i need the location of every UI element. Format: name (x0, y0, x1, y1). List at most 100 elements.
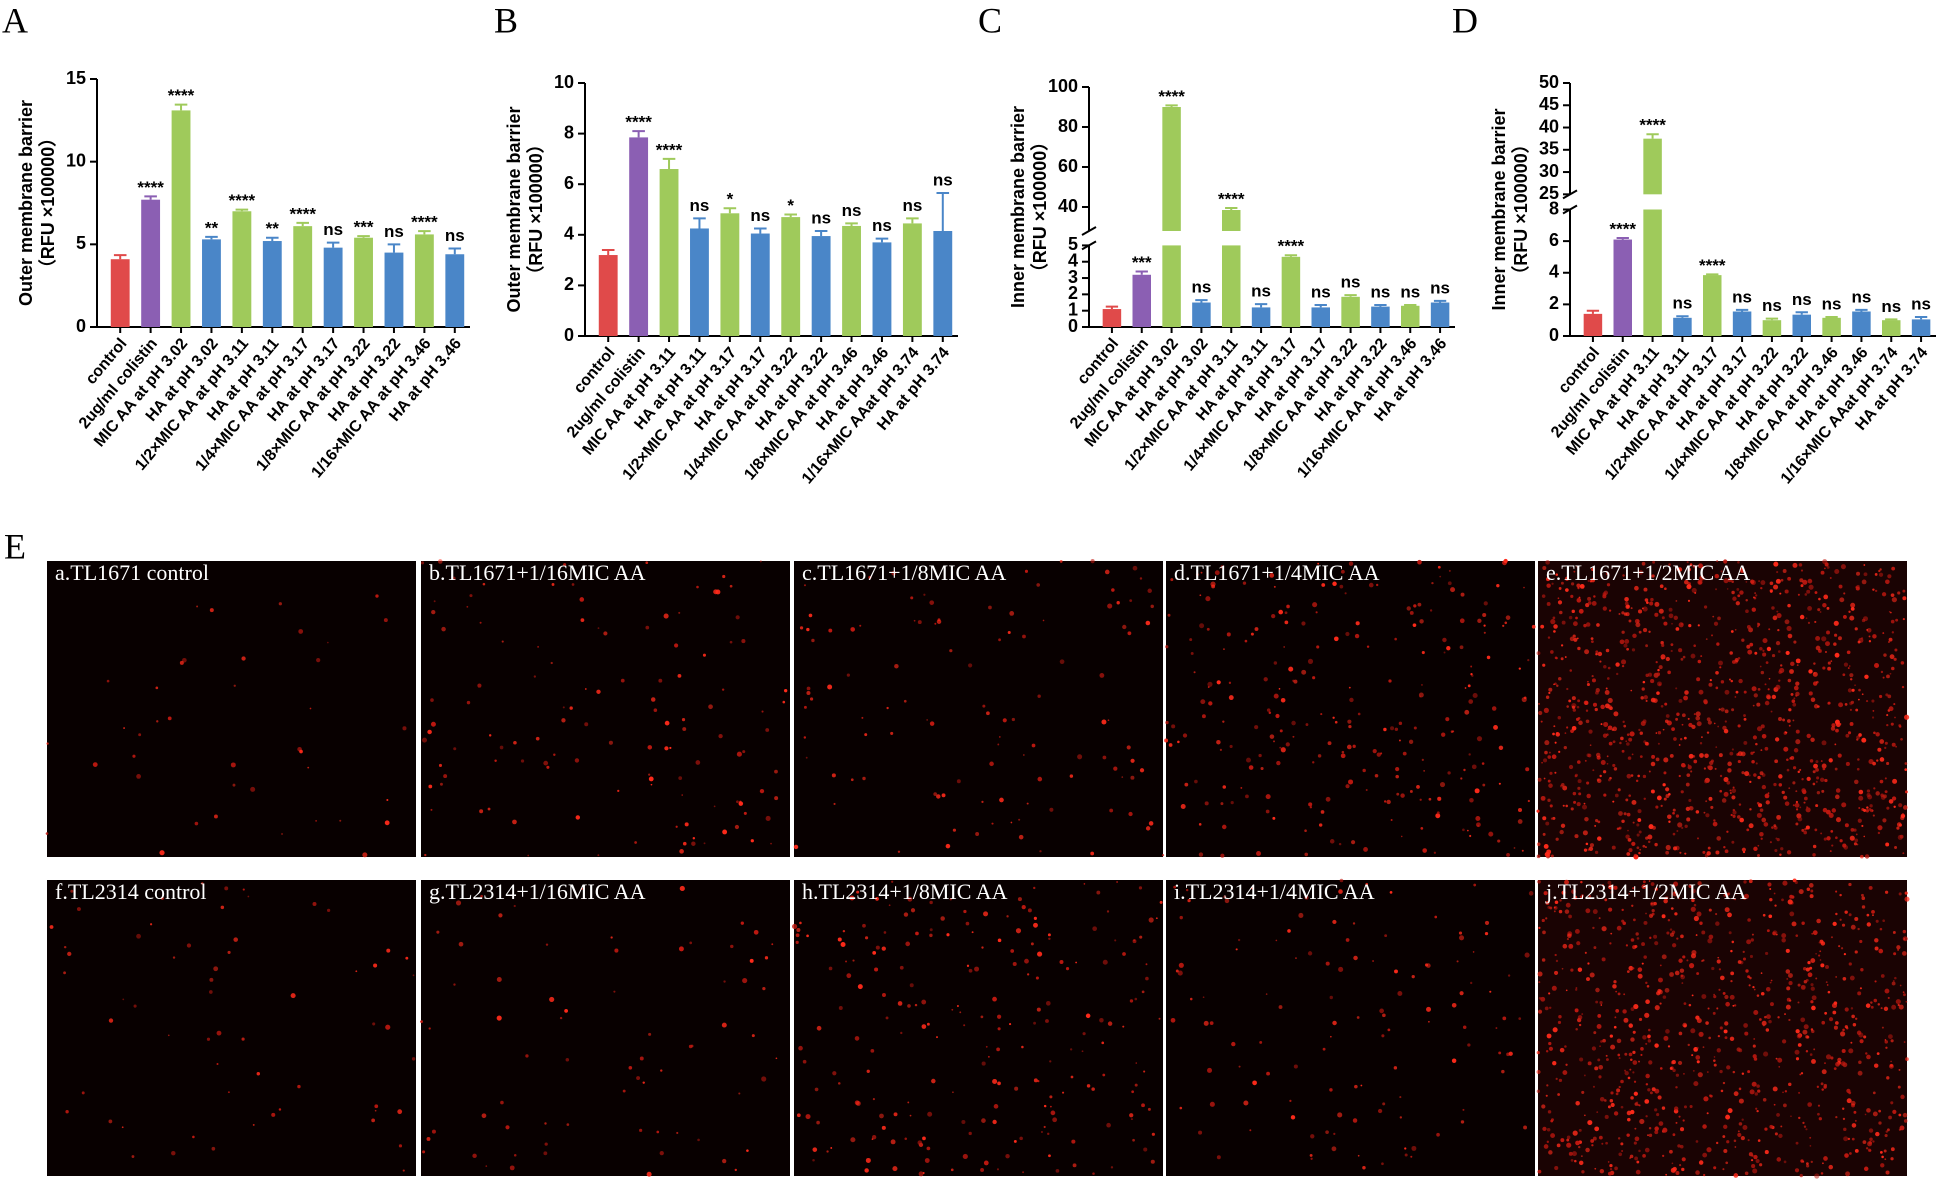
cell-dot (1595, 1001, 1598, 1004)
cell-dot (1662, 914, 1666, 918)
cell-dot (826, 1150, 828, 1152)
cell-dot (1612, 764, 1615, 767)
cell-dot (1642, 1154, 1646, 1158)
cell-dot (1152, 1133, 1155, 1136)
cell-dot (1575, 617, 1578, 620)
cell-dot (674, 643, 678, 647)
cell-dot (1654, 1108, 1657, 1111)
cell-dot (1675, 1086, 1677, 1088)
cell-dot (1548, 692, 1550, 694)
cell-dot (1761, 671, 1764, 674)
cell-dot (1394, 969, 1398, 973)
cell-dot (1594, 1168, 1596, 1170)
cell-dot (1615, 794, 1619, 798)
cell-dot (1898, 1114, 1901, 1117)
cell-dot (1320, 713, 1322, 715)
cell-dot (1730, 1037, 1734, 1041)
cell-dot (1286, 742, 1290, 746)
cell-dot (1804, 1024, 1809, 1029)
cell-dot (1564, 1045, 1567, 1048)
cell-dot (1335, 721, 1338, 724)
cell-dot (1688, 624, 1691, 627)
y-tick-label: 50 (1539, 72, 1559, 92)
cell-dot (1769, 898, 1772, 901)
cell-dot (1107, 603, 1112, 608)
cell-dot (1394, 638, 1397, 641)
cell-dot (1839, 597, 1844, 602)
cell-dot (1603, 592, 1607, 596)
panel-letter: D (1452, 0, 1478, 40)
cell-dot (1130, 776, 1134, 780)
cell-dot (1347, 745, 1352, 750)
cell-dot (1569, 616, 1572, 619)
cell-dot (1774, 849, 1777, 852)
micrograph-caption: a.TL1671 control (55, 560, 209, 585)
cell-dot (1084, 883, 1086, 885)
cell-dot (1676, 830, 1678, 832)
cell-dot (1845, 1007, 1849, 1011)
cell-dot (1904, 1119, 1908, 1123)
cell-dot (1732, 597, 1736, 601)
cell-dot (1818, 598, 1821, 601)
cell-dot (1684, 737, 1687, 740)
cell-dot (1191, 652, 1194, 655)
cell-dot (1587, 681, 1589, 683)
cell-dot (1881, 671, 1883, 673)
cell-dot (1674, 616, 1678, 620)
cell-dot (873, 1098, 875, 1100)
cell-dot (1705, 1021, 1709, 1025)
cell-dot (1558, 716, 1561, 719)
cell-dot (1822, 740, 1827, 745)
cell-dot (1656, 757, 1660, 761)
cell-dot (1759, 1018, 1762, 1021)
cell-dot (1736, 601, 1740, 605)
cell-dot (998, 939, 1002, 943)
cell-dot (1739, 1088, 1742, 1091)
cell-dot (1742, 1072, 1744, 1074)
cell-dot (1332, 1146, 1337, 1151)
cell-dot (1897, 949, 1899, 951)
cell-dot (1559, 830, 1563, 834)
cell-dot (233, 937, 238, 942)
cell-dot (1556, 685, 1558, 687)
cell-dot (1893, 931, 1896, 934)
cell-dot (1834, 621, 1839, 626)
cell-dot (1884, 747, 1886, 749)
cell-dot (299, 750, 303, 754)
cell-dot (327, 642, 329, 644)
cell-dot (1785, 619, 1790, 624)
cell-dot (1844, 953, 1846, 955)
cell-dot (1751, 760, 1755, 764)
cell-dot (1536, 1070, 1540, 1074)
cell-dot (1292, 736, 1294, 738)
bar (1584, 314, 1602, 336)
cell-dot (927, 1112, 932, 1117)
cell-dot (765, 956, 768, 959)
cell-dot (1249, 1129, 1251, 1131)
cell-dot (1867, 922, 1871, 926)
cell-dot (1735, 629, 1737, 631)
cell-dot (1547, 1034, 1552, 1039)
cell-dot (1905, 892, 1908, 895)
cell-dot (231, 762, 236, 767)
cell-dot (1773, 585, 1778, 590)
bar (1222, 210, 1240, 231)
bar (263, 241, 282, 327)
cell-dot (1676, 1122, 1678, 1124)
cell-dot (1827, 566, 1830, 569)
cell-dot (1326, 797, 1331, 802)
cell-dot (1797, 664, 1799, 666)
cell-dot (1595, 708, 1598, 711)
cell-dot (1766, 1028, 1769, 1031)
cell-dot (1135, 1084, 1138, 1087)
cell-dot (1785, 589, 1789, 593)
cell-dot (339, 820, 341, 822)
cell-dot (1661, 657, 1663, 659)
cell-dot (1792, 921, 1797, 926)
significance-label: **** (1158, 87, 1185, 106)
cell-dot (1640, 755, 1643, 758)
cell-dot (1396, 793, 1399, 796)
cell-dot (1878, 1110, 1881, 1113)
cell-dot (1753, 735, 1757, 739)
cell-dot (1745, 609, 1749, 613)
